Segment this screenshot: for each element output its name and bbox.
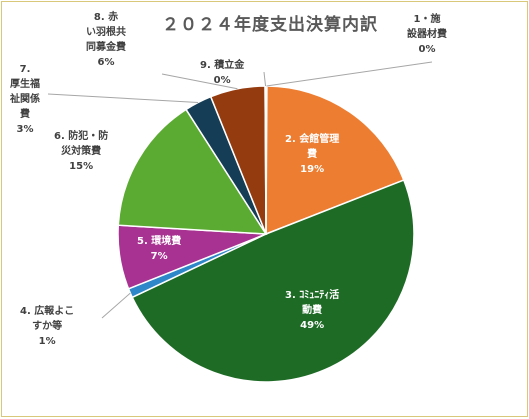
data-label-4: 4. 広報よこ すか等 1% [20,306,75,347]
data-label-8: 8. 赤 い羽根共 同募金費 6% [86,12,126,68]
data-label-1: 1・施 設器材費 0% [407,14,447,55]
pie-slice-6 [117,108,268,235]
pie-slice-3 [131,179,415,383]
leader-line-7 [47,93,199,103]
leader-line-4 [101,292,131,319]
data-label-7: 7. 厚生福 祉関係 費 3% [10,64,40,135]
pie-slice-2 [265,85,405,236]
data-label-2: 2. 会館管理 費 19% [285,134,340,175]
chart-title: ２０２４年度支出決算内訳 [162,15,378,35]
leader-line-9 [263,71,267,87]
leader-line-8 [161,73,238,90]
leader-line-1 [266,61,433,87]
data-label-9: 9. 積立金 0% [200,60,245,86]
data-label-3: 3. ｺﾐｭﾆﾃｨ活 動費 49% [285,290,340,331]
data-label-6: 6. 防犯・防 災対策費 15% [54,131,109,172]
data-label-5: 5. 環境費 7% [137,236,182,262]
pie-slice-9 [264,85,267,235]
